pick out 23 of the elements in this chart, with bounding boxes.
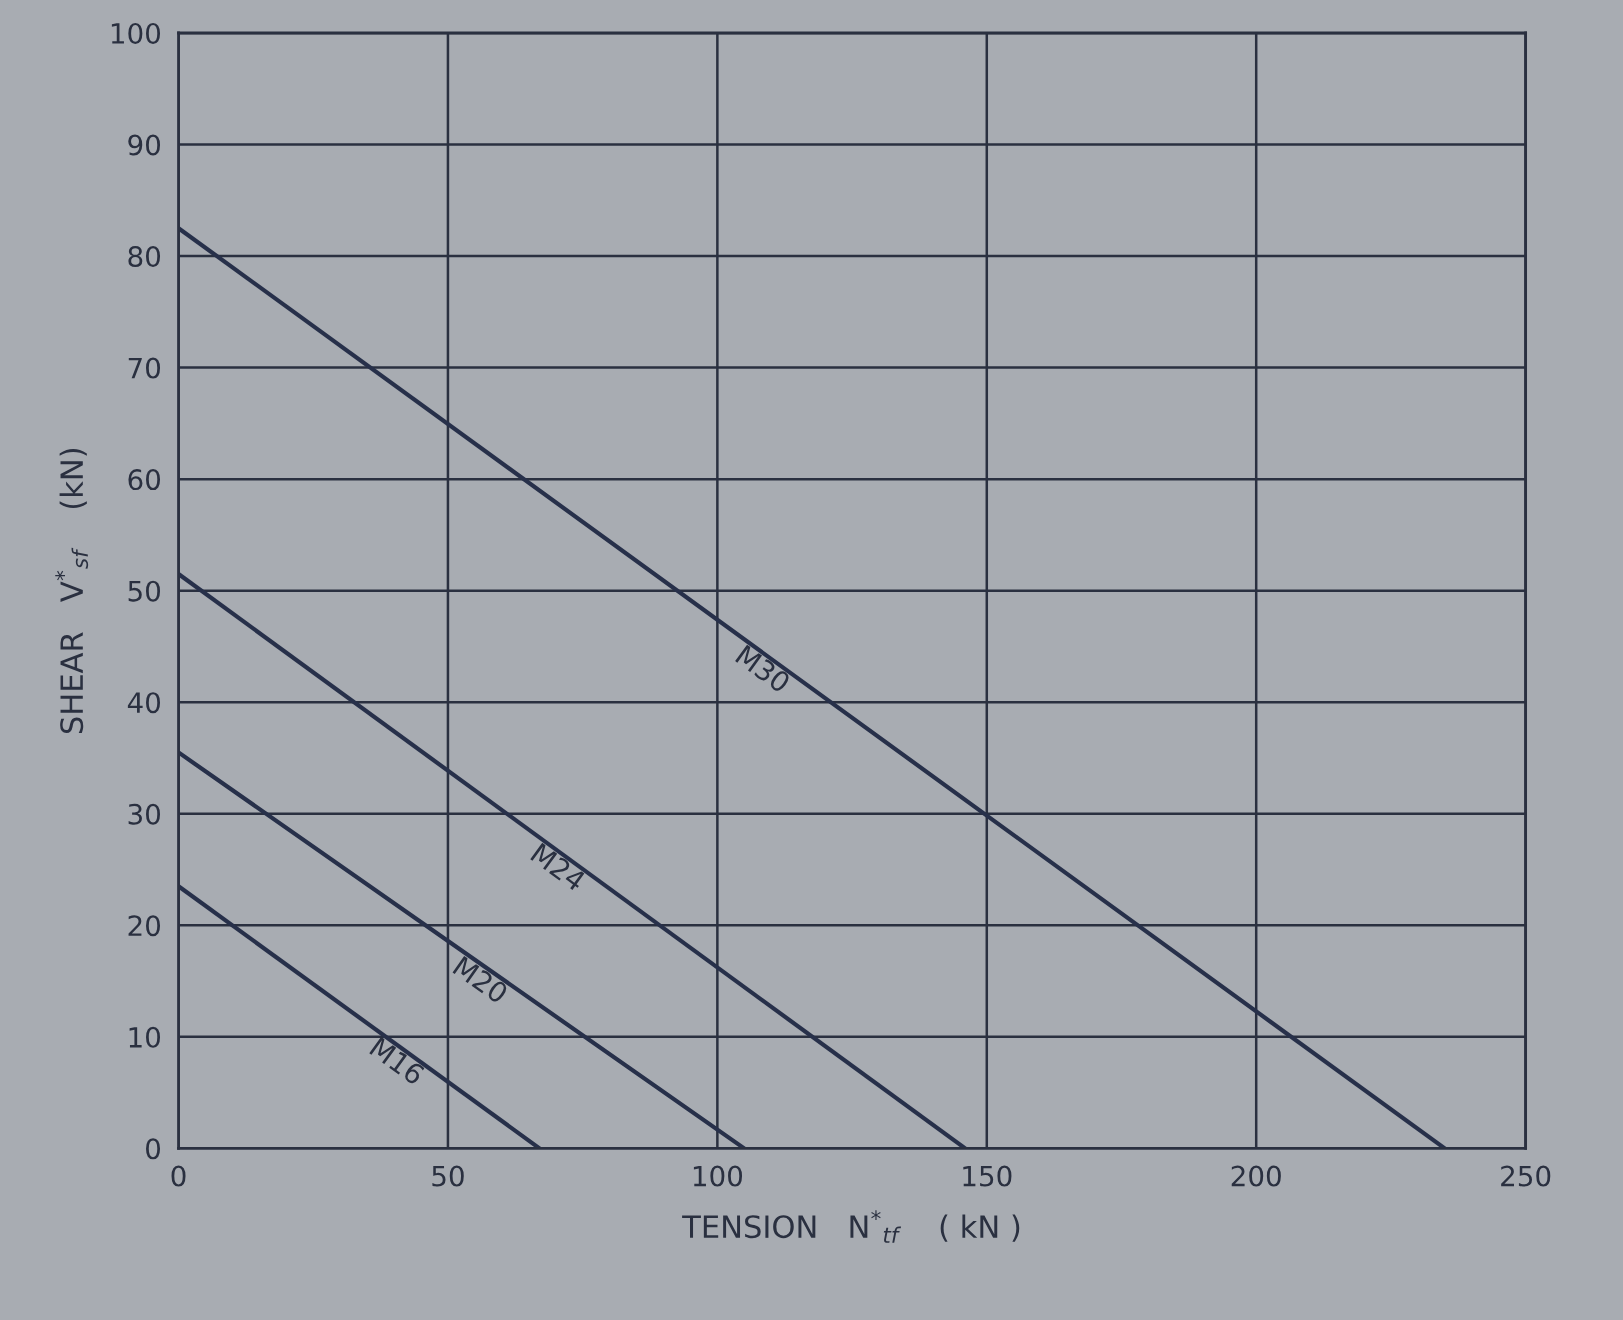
y-tick-label: 60 (128, 469, 161, 491)
y-tick-label: 90 (128, 134, 161, 156)
text: M30 (734, 644, 792, 694)
x-tick-label: 0 (171, 1165, 186, 1187)
x-tick-label: 100 (693, 1165, 743, 1187)
y-tick-label: 30 (128, 803, 161, 825)
y-tick-label: 0 (146, 1138, 161, 1160)
y-tick-label: 10 (129, 1026, 161, 1048)
text: M24 (530, 842, 587, 892)
x-tick-label: 50 (432, 1165, 464, 1187)
text: SHEAR V$^{*}$$_{sf}$ (kN) (55, 448, 89, 734)
x-tick-label: 250 (1501, 1165, 1551, 1187)
text: M20 (452, 955, 510, 1005)
x-tick-label: 150 (963, 1165, 1012, 1187)
y-tick-label: 100 (111, 22, 161, 44)
y-tick-label: 80 (128, 246, 161, 268)
y-tick-label: 20 (128, 915, 161, 937)
y-tick-label: 70 (128, 357, 161, 379)
y-tick-label: 50 (128, 580, 161, 602)
x-tick-label: 200 (1231, 1165, 1281, 1187)
y-tick-label: 40 (127, 692, 161, 714)
text: TENSION N$^{*}$$_{tf}$ ( kN ) (682, 1210, 1020, 1243)
text: M16 (369, 1036, 426, 1086)
